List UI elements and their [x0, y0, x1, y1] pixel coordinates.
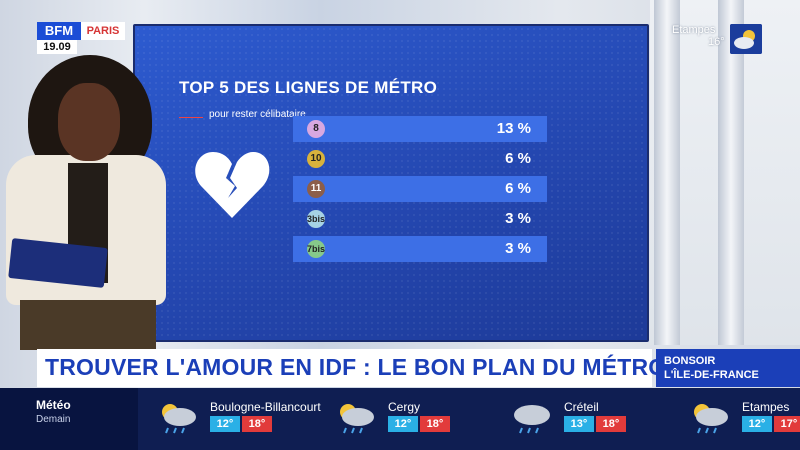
- ticker-temp-min: 12°: [388, 416, 418, 432]
- ticker-temp-min: 12°: [742, 416, 772, 432]
- ranking-row: 11 6 %: [293, 176, 547, 202]
- ticker-temp-max: 18°: [242, 416, 272, 432]
- screen-title: TOP 5 DES LIGNES DE MÉTRO: [179, 78, 438, 97]
- ticker-temp-min: 13°: [564, 416, 594, 432]
- subtitle-rule: [179, 117, 203, 118]
- headline-bar: TROUVER L'AMOUR EN IDF : LE BON PLAN DU …: [37, 349, 666, 387]
- presenter: [0, 55, 180, 350]
- metro-line-badge: 10: [307, 150, 325, 168]
- ranking-list: 8 13 % 10 6 % 11 6 % 3bis 3 % 7bis 3 %: [293, 116, 547, 266]
- cloud-sun-icon: [730, 24, 762, 54]
- display-screen: TOP 5 DES LIGNES DE MÉTRO pour rester cé…: [133, 24, 649, 342]
- broken-heart-icon: [195, 152, 270, 218]
- metro-line-badge: 7bis: [307, 240, 325, 258]
- ticker-city-name: Etampes: [742, 400, 790, 414]
- screen-subtitle: pour rester célibataire: [209, 109, 306, 120]
- rain-cloud-sun-icon: [162, 404, 196, 434]
- ranking-percent: 13 %: [496, 120, 531, 137]
- ticker-city-name: Boulogne-Billancourt: [210, 400, 321, 414]
- rain-cloud-sun-icon: [340, 404, 374, 434]
- show-tag: BONSOIR L'ÎLE-DE-FRANCE: [656, 349, 800, 387]
- channel-logo: BFM: [37, 22, 81, 40]
- show-name-line2: L'ÎLE-DE-FRANCE: [664, 369, 759, 381]
- ticker-city-name: Créteil: [564, 400, 599, 414]
- show-name-line1: BONSOIR: [664, 355, 716, 367]
- presenter-face: [58, 83, 120, 161]
- ranking-percent: 3 %: [505, 240, 531, 257]
- ticker-label: Météo Demain: [0, 388, 138, 450]
- channel-city-tag: PARIS: [81, 22, 125, 40]
- weather-ticker: Météo Demain Boulogne-Billancourt 12° 18…: [0, 388, 800, 450]
- ticker-temp-min: 12°: [210, 416, 240, 432]
- weather-temp: 16°: [708, 36, 725, 48]
- metro-line-badge: 3bis: [307, 210, 325, 228]
- rain-cloud-icon: [514, 405, 550, 434]
- presenter-pants: [20, 300, 156, 350]
- ticker-title: Météo: [36, 398, 71, 412]
- headline-text: TROUVER L'AMOUR EN IDF : LE BON PLAN DU …: [45, 354, 667, 380]
- ranking-percent: 6 %: [505, 180, 531, 197]
- ticker-temp-max: 18°: [596, 416, 626, 432]
- ranking-row: 8 13 %: [293, 116, 547, 142]
- ticker-city-name: Cergy: [388, 400, 421, 414]
- studio-pillar: [654, 0, 680, 345]
- ranking-row: 7bis 3 %: [293, 236, 547, 262]
- ticker-subtitle: Demain: [36, 414, 71, 425]
- metro-line-badge: 11: [307, 180, 325, 198]
- metro-line-badge: 8: [307, 120, 325, 138]
- ranking-percent: 6 %: [505, 150, 531, 167]
- ticker-temp-max: 17°: [774, 416, 800, 432]
- ticker-temp-max: 18°: [420, 416, 450, 432]
- studio-pillar: [718, 0, 744, 345]
- weather-city: Etampes: [672, 24, 716, 36]
- rain-cloud-sun-icon: [694, 404, 728, 434]
- ranking-row: 10 6 %: [293, 146, 547, 172]
- clock: 19.09: [37, 40, 77, 54]
- ranking-row: 3bis 3 %: [293, 206, 547, 232]
- ranking-percent: 3 %: [505, 210, 531, 227]
